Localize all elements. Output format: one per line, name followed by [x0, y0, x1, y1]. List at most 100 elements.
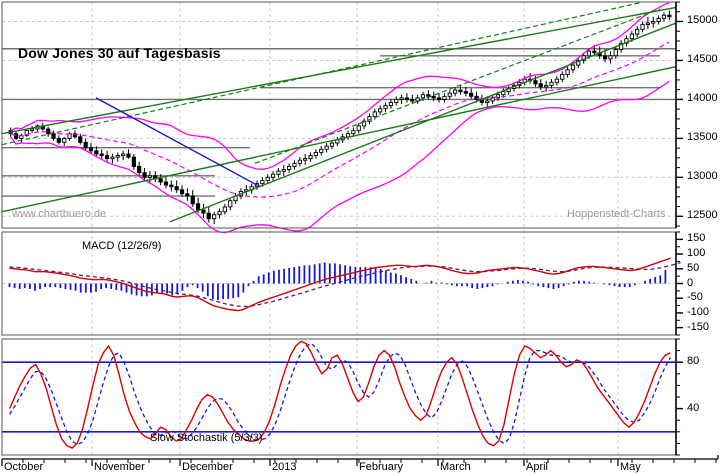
- candle-body: [629, 33, 634, 40]
- candle-body: [383, 105, 388, 110]
- candle-body: [560, 74, 565, 80]
- candle-body: [190, 195, 195, 205]
- series-path: [9, 342, 671, 446]
- candle-body: [544, 84, 549, 88]
- candle-body: [495, 94, 501, 99]
- series-path: [8, 340, 671, 449]
- candle-body: [206, 212, 211, 220]
- candle-body: [131, 156, 136, 167]
- candle-body: [469, 92, 474, 97]
- candle-body: [378, 108, 383, 113]
- candle-body: [13, 133, 19, 139]
- candle-body: [270, 173, 276, 178]
- candle-body: [420, 94, 426, 99]
- candle-body: [110, 156, 115, 160]
- candle-body: [533, 80, 538, 85]
- candle-body: [147, 175, 152, 178]
- candle-body: [608, 55, 613, 60]
- candle-body: [356, 125, 361, 132]
- candle-body: [656, 17, 661, 22]
- candle-body: [185, 193, 190, 197]
- candle-body: [46, 128, 51, 135]
- candle-body: [287, 165, 292, 170]
- candle-body: [538, 83, 543, 88]
- candle-body: [549, 81, 554, 86]
- candle-body: [399, 97, 404, 100]
- candle-body: [453, 89, 458, 94]
- candle-body: [169, 184, 174, 188]
- candle-body: [115, 155, 120, 158]
- candle-body: [104, 155, 110, 160]
- candle-body: [265, 176, 270, 181]
- candle-body: [195, 203, 201, 211]
- series-path: [10, 80, 670, 234]
- candle-body: [458, 89, 463, 93]
- candle-body: [645, 22, 650, 26]
- candle-body: [570, 64, 576, 71]
- candle-body: [372, 111, 377, 118]
- candle-body: [324, 145, 329, 150]
- candle-body: [404, 97, 410, 100]
- candle-body: [463, 91, 468, 94]
- candle-body: [565, 69, 570, 75]
- candle-body: [142, 172, 147, 178]
- candle-body: [126, 153, 131, 158]
- series-path: [9, 257, 671, 312]
- candle-body: [394, 98, 399, 103]
- candle-body: [174, 186, 179, 191]
- candle-body: [228, 200, 233, 208]
- candle-body: [137, 165, 142, 174]
- candle-body: [410, 98, 415, 102]
- candle-body: [667, 14, 672, 18]
- candle-body: [24, 130, 29, 136]
- candle-body: [447, 92, 452, 97]
- candle-body: [281, 169, 286, 172]
- candle-body: [431, 95, 436, 99]
- candle-body: [442, 95, 447, 100]
- candle-body: [613, 49, 618, 57]
- candle-body: [222, 206, 227, 213]
- candle-body: [201, 209, 206, 214]
- series-path: [10, 41, 670, 198]
- candle-body: [485, 100, 490, 104]
- candle-body: [217, 211, 222, 216]
- candle-body: [619, 42, 624, 50]
- candle-body: [51, 133, 56, 139]
- candle-body: [94, 150, 99, 155]
- candle-body: [592, 50, 597, 54]
- candle-body: [624, 38, 629, 44]
- panel-frame: [1, 338, 677, 456]
- candle-body: [501, 91, 506, 96]
- candle-body: [415, 97, 420, 102]
- candle-body: [163, 181, 169, 186]
- candle-body: [297, 159, 302, 164]
- candle-body: [88, 147, 94, 152]
- candle-body: [276, 170, 281, 175]
- candle-body: [78, 136, 83, 143]
- candle-body: [436, 97, 442, 100]
- candle-body: [661, 14, 667, 19]
- candle-body: [29, 128, 35, 132]
- candle-body: [62, 137, 67, 143]
- candle-body: [303, 158, 308, 161]
- candle-body: [313, 151, 318, 156]
- candle-body: [602, 55, 608, 60]
- candle-body: [121, 153, 126, 157]
- candle-body: [490, 97, 495, 102]
- candle-body: [308, 155, 313, 160]
- candle-body: [56, 137, 61, 143]
- candle-body: [329, 142, 335, 147]
- candle-body: [260, 180, 265, 185]
- candle-body: [83, 141, 88, 149]
- candle-body: [426, 94, 431, 97]
- candle-body: [351, 130, 356, 135]
- candle-body: [388, 102, 393, 107]
- candle-body: [474, 95, 479, 100]
- candle-body: [179, 189, 185, 195]
- candle-body: [212, 214, 217, 220]
- candle-body: [640, 24, 645, 30]
- series-path: [10, 1, 670, 170]
- candle-body: [319, 148, 324, 153]
